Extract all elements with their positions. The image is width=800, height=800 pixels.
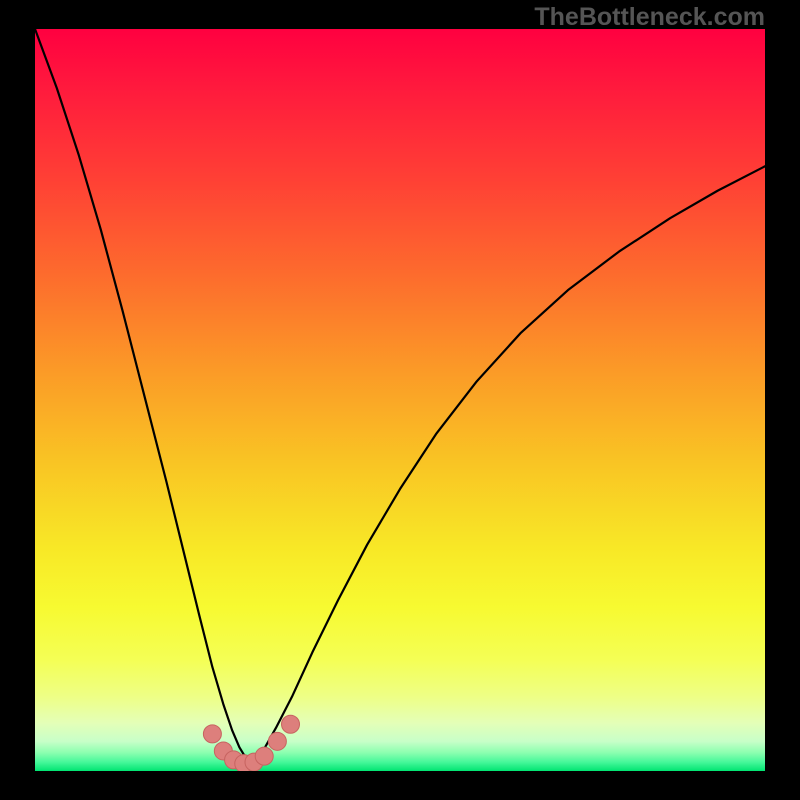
curve-right-branch [250, 166, 765, 762]
chart-svg [35, 29, 765, 771]
minimum-marker [268, 732, 286, 750]
minimum-marker [282, 715, 300, 733]
minimum-marker [203, 725, 221, 743]
curve-left-branch [35, 29, 250, 762]
plot-area [35, 29, 765, 771]
minimum-marker [255, 747, 273, 765]
watermark-text: TheBottleneck.com [534, 3, 765, 32]
chart-frame: TheBottleneck.com [0, 0, 800, 800]
